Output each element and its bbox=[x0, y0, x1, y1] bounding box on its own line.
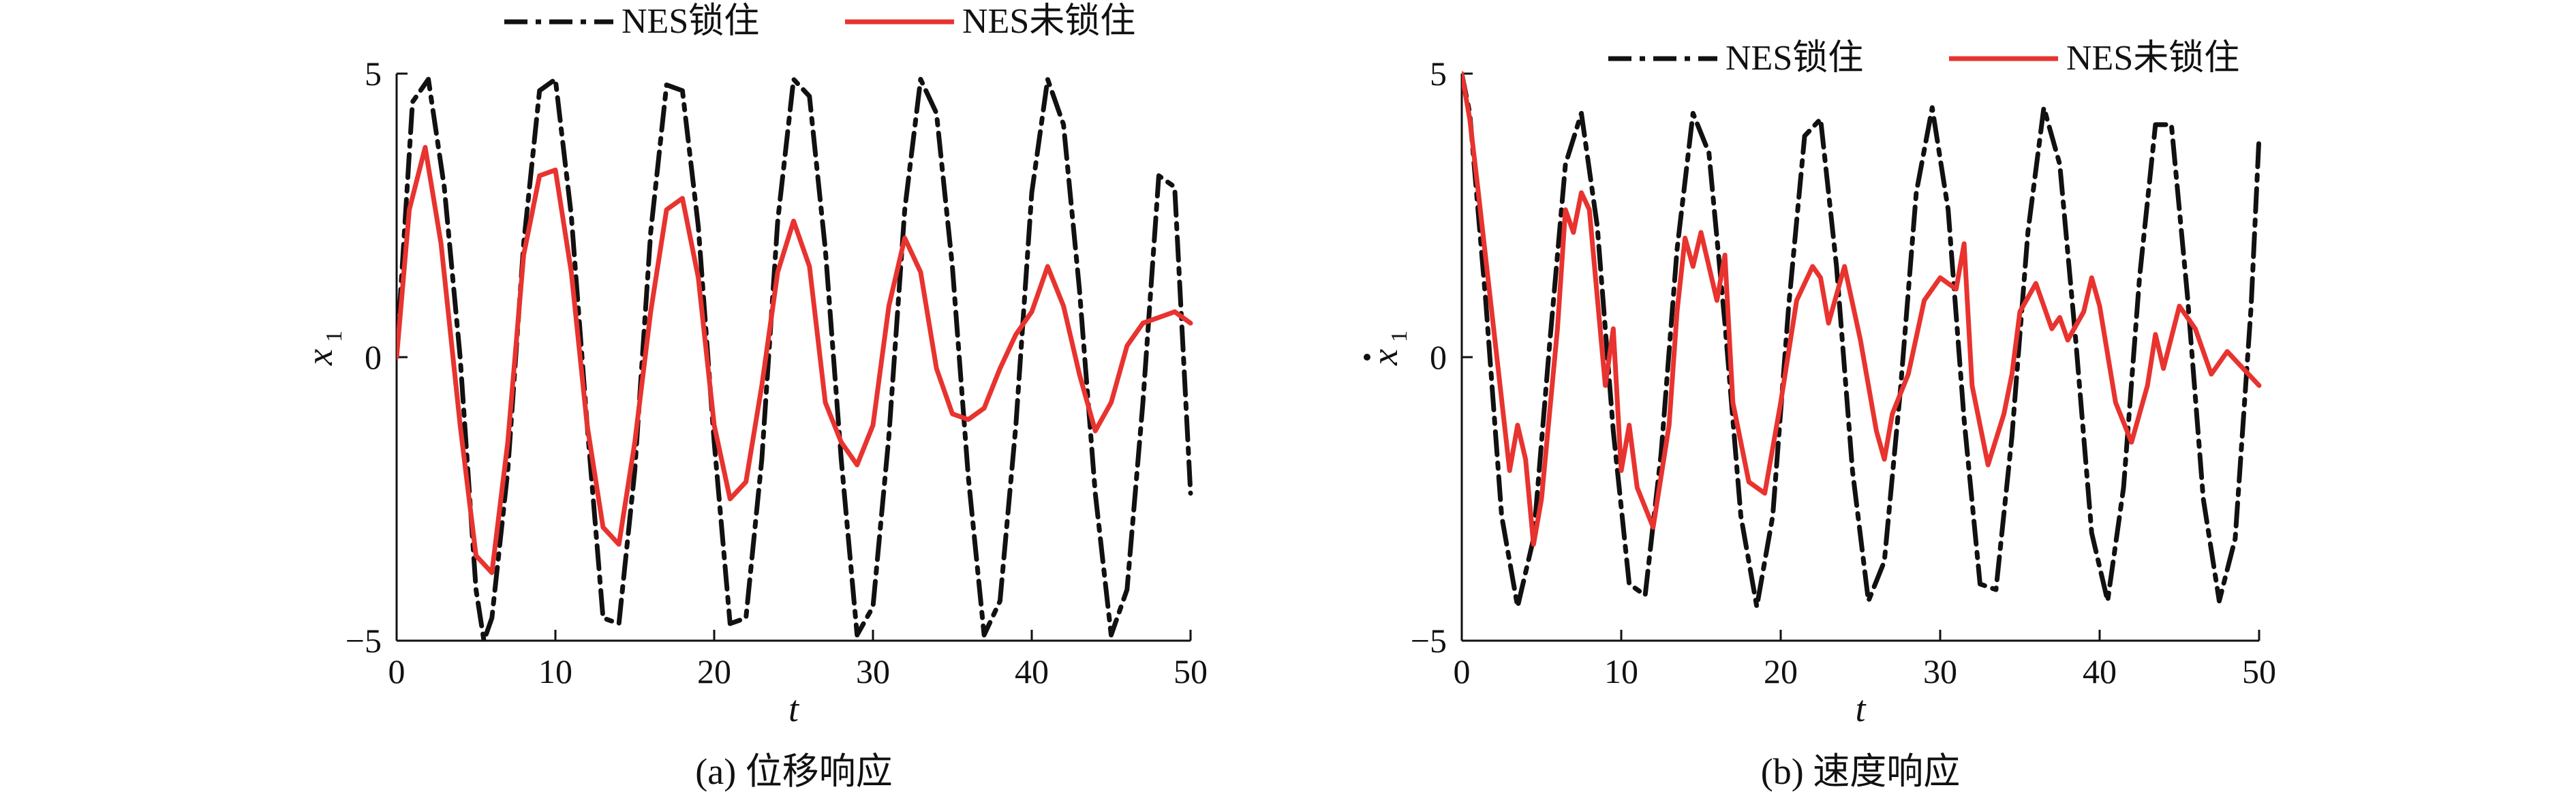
x-tick-label: 30 bbox=[856, 652, 890, 690]
panel-caption: (b) 速度响应 bbox=[1761, 751, 1960, 792]
y-tick-label: 5 bbox=[1430, 55, 1447, 93]
y-axis-label-subscript: 1 bbox=[1387, 331, 1412, 342]
y-tick-label: −5 bbox=[346, 622, 382, 660]
legend-label: NES未锁住 bbox=[962, 2, 1135, 41]
legend: NES锁住 NES未锁住 bbox=[1608, 39, 2239, 78]
series-line-unlocked bbox=[397, 144, 1193, 575]
y-axis-label-subscript: 1 bbox=[322, 331, 347, 342]
legend: NES锁住 NES未锁住 bbox=[504, 2, 1135, 41]
y-axis-label: x1 bbox=[299, 331, 347, 366]
y-axis-label: x1 bbox=[1364, 331, 1412, 366]
series-line-locked bbox=[1462, 71, 2262, 609]
y-axis-label-dot bbox=[1364, 354, 1370, 361]
legend-label: NES未锁住 bbox=[2066, 39, 2239, 78]
x-tick-label: 40 bbox=[1015, 652, 1049, 690]
x-tick-label: 0 bbox=[1454, 652, 1471, 690]
legend-label: NES锁住 bbox=[622, 2, 759, 41]
x-axis-label: t bbox=[788, 688, 800, 729]
x-tick-label: 40 bbox=[2083, 652, 2117, 690]
x-tick-label: 20 bbox=[1764, 652, 1798, 690]
x-tick-label: 0 bbox=[388, 652, 405, 690]
y-axis-label-text: x bbox=[299, 349, 340, 366]
y-tick-label: 0 bbox=[1430, 338, 1447, 376]
panel-caption: (a) 位移响应 bbox=[695, 751, 892, 792]
y-axis-label-text: x bbox=[1364, 349, 1405, 366]
legend-label: NES锁住 bbox=[1726, 39, 1863, 78]
x-tick-label: 20 bbox=[697, 652, 731, 690]
x-axis-label: t bbox=[1855, 688, 1867, 729]
x-tick-label: 50 bbox=[1174, 652, 1208, 690]
series-line-unlocked bbox=[1462, 71, 2262, 547]
y-tick-label: −5 bbox=[1411, 622, 1447, 660]
x-tick-label: 10 bbox=[1604, 652, 1638, 690]
x-tick-label: 30 bbox=[1923, 652, 1957, 690]
x-tick-label: 10 bbox=[538, 652, 572, 690]
x-tick-label: 50 bbox=[2242, 652, 2276, 690]
y-tick-label: 5 bbox=[365, 55, 382, 93]
y-tick-label: 0 bbox=[365, 338, 382, 376]
